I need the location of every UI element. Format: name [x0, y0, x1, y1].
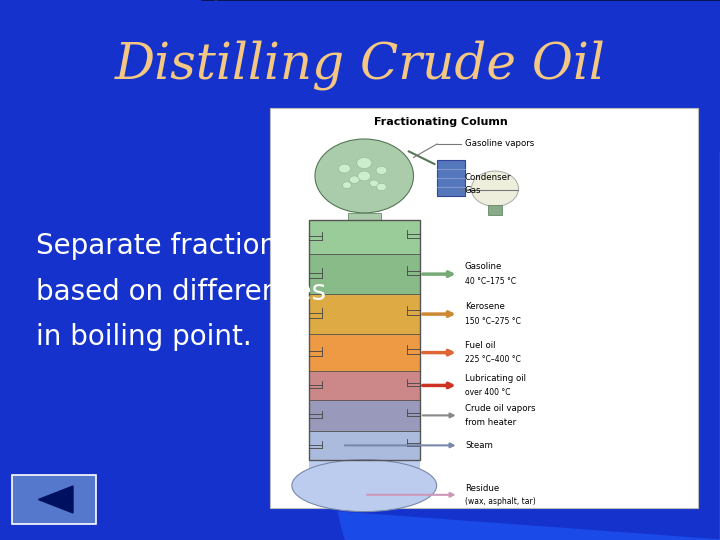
Text: 40 °C–175 °C: 40 °C–175 °C [465, 277, 516, 286]
Text: 150 °C–275 °C: 150 °C–275 °C [465, 317, 521, 326]
Bar [309, 400, 420, 431]
Text: 225 °C–400 °C: 225 °C–400 °C [465, 355, 521, 364]
Circle shape [349, 176, 359, 183]
Text: Condenser: Condenser [465, 173, 511, 183]
Text: Lubricating oil: Lubricating oil [465, 374, 526, 383]
Bar [309, 460, 420, 485]
Circle shape [338, 164, 351, 173]
Bar [437, 160, 465, 196]
Text: Separate fractions
based on differences
in boiling point.: Separate fractions based on differences … [36, 232, 326, 351]
Text: Gasoline vapors: Gasoline vapors [465, 139, 534, 148]
Bar [488, 205, 502, 215]
FancyBboxPatch shape [270, 108, 698, 508]
Circle shape [377, 183, 387, 191]
Bar [309, 371, 420, 400]
Bar [309, 220, 420, 460]
Text: Fractionating Column: Fractionating Column [374, 117, 508, 127]
Polygon shape [338, 151, 720, 540]
Bar [309, 220, 420, 254]
Text: Fuel oil: Fuel oil [465, 341, 495, 350]
Circle shape [358, 171, 371, 181]
Bar [309, 334, 420, 371]
Circle shape [376, 166, 387, 174]
Bar [309, 294, 420, 334]
Circle shape [369, 180, 379, 187]
Bar [309, 254, 420, 294]
Text: Kerosene: Kerosene [465, 302, 505, 312]
Text: from heater: from heater [465, 418, 516, 427]
Text: Crude oil vapors: Crude oil vapors [465, 404, 536, 413]
Polygon shape [38, 486, 73, 513]
Circle shape [357, 158, 372, 168]
Text: Residue: Residue [465, 484, 499, 492]
Text: Steam: Steam [465, 441, 492, 450]
Circle shape [343, 182, 351, 188]
Circle shape [315, 139, 413, 213]
Text: Distilling Crude Oil: Distilling Crude Oil [114, 40, 606, 90]
Circle shape [472, 171, 518, 206]
Text: Gasoline: Gasoline [465, 262, 503, 272]
Ellipse shape [292, 460, 436, 511]
Bar [348, 213, 381, 220]
Bar [309, 431, 420, 460]
Text: (wax, asphalt, tar): (wax, asphalt, tar) [465, 497, 536, 506]
FancyBboxPatch shape [12, 475, 96, 524]
Text: over 400 °C: over 400 °C [465, 388, 510, 397]
Text: Gas: Gas [465, 186, 482, 195]
